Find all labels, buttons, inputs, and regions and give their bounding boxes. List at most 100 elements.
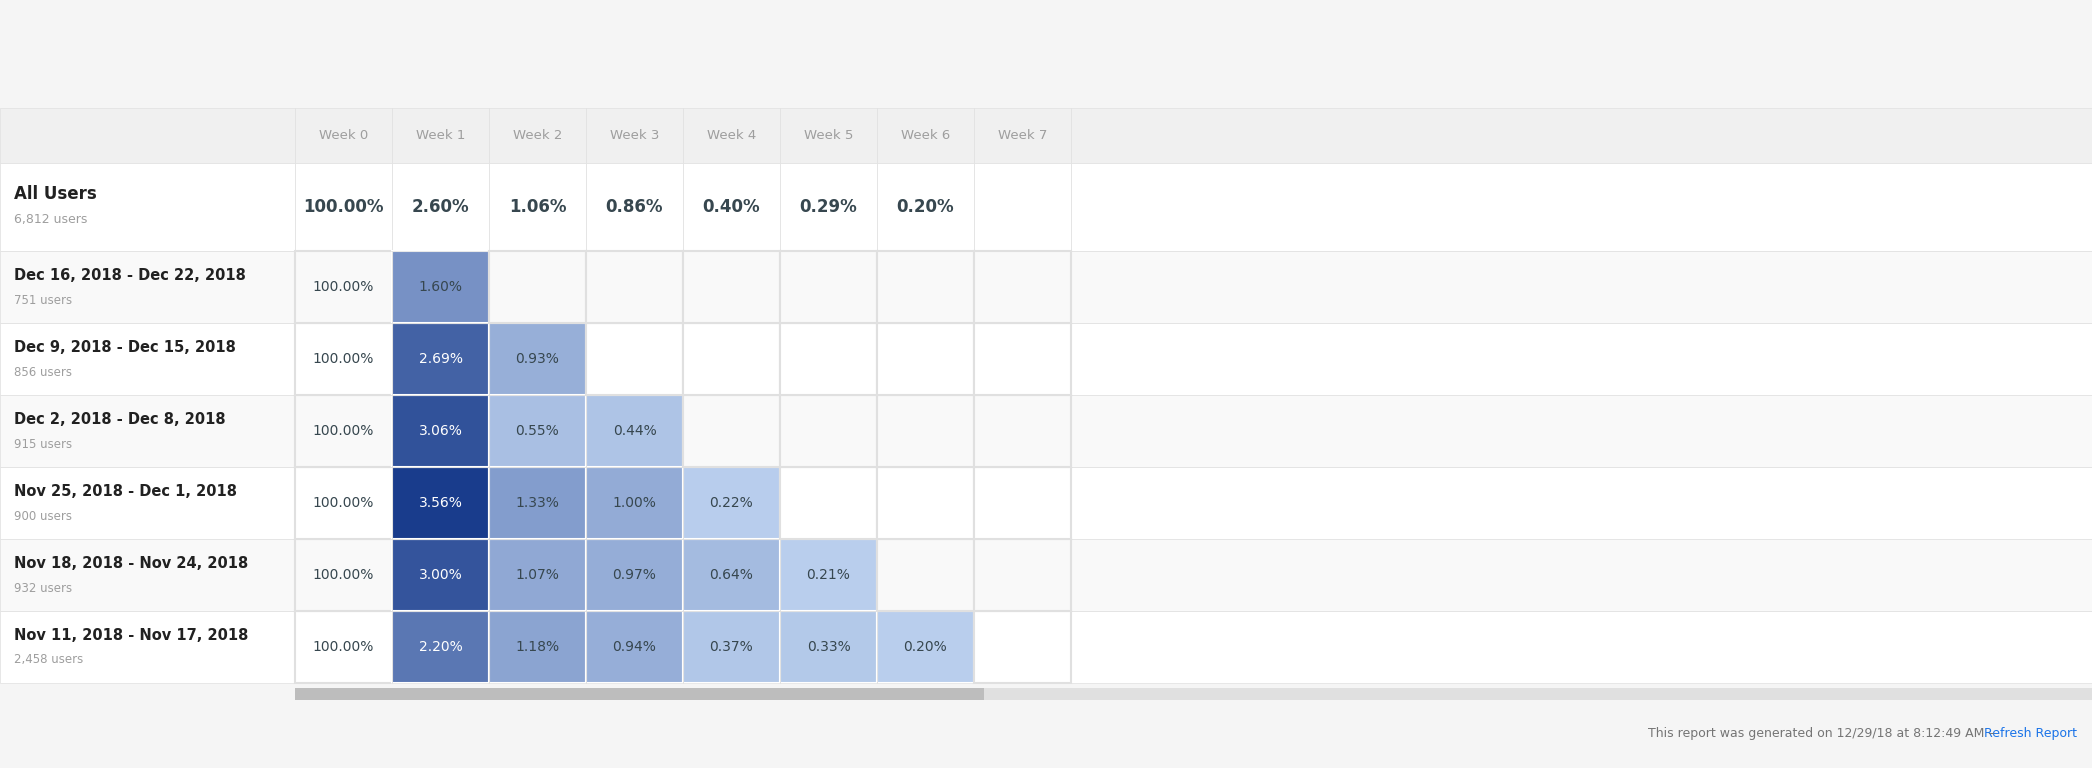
Bar	[780, 108, 877, 163]
Bar	[295, 323, 391, 395]
Bar	[295, 539, 391, 611]
Bar	[586, 467, 682, 539]
Bar	[0, 163, 295, 251]
Bar	[295, 688, 2092, 700]
Bar	[877, 611, 975, 683]
Bar	[877, 323, 975, 395]
Text: 0.94%: 0.94%	[613, 640, 657, 654]
Bar	[780, 163, 877, 251]
Bar	[780, 467, 877, 539]
Bar	[586, 539, 682, 611]
Text: 932 users: 932 users	[15, 581, 71, 594]
Text: 0.37%: 0.37%	[709, 640, 753, 654]
Bar	[682, 467, 780, 539]
Bar	[877, 323, 975, 395]
Bar	[295, 611, 391, 683]
Bar	[780, 395, 877, 467]
Text: Dec 16, 2018 - Dec 22, 2018: Dec 16, 2018 - Dec 22, 2018	[15, 267, 247, 283]
Bar	[780, 251, 877, 323]
Text: 100.00%: 100.00%	[314, 280, 374, 294]
Bar	[295, 108, 391, 163]
Text: 0.40%: 0.40%	[703, 198, 759, 216]
Text: Week 4: Week 4	[707, 129, 755, 142]
Text: 0.93%: 0.93%	[515, 352, 559, 366]
Text: This report was generated on 12/29/18 at 8:12:49 AM –: This report was generated on 12/29/18 at…	[1648, 727, 2000, 740]
Bar	[975, 395, 1071, 467]
Bar	[877, 467, 975, 539]
Bar	[391, 467, 490, 539]
Text: 0.33%: 0.33%	[808, 640, 849, 654]
Bar	[295, 395, 391, 467]
Bar	[391, 251, 490, 323]
Bar	[490, 323, 586, 395]
Bar	[877, 539, 975, 611]
Bar	[975, 251, 1071, 323]
Bar	[975, 611, 1071, 683]
Bar	[975, 611, 1071, 683]
Bar	[877, 539, 975, 611]
Bar	[1071, 108, 2092, 163]
Bar	[1071, 251, 2092, 323]
Bar	[1071, 395, 2092, 467]
Bar	[490, 108, 586, 163]
Bar	[1071, 611, 2092, 683]
Bar	[391, 163, 490, 251]
Bar	[295, 163, 391, 251]
Text: 0.29%: 0.29%	[799, 198, 858, 216]
Bar	[682, 323, 780, 395]
Text: 0.86%: 0.86%	[607, 198, 663, 216]
Text: All Users: All Users	[15, 185, 96, 203]
Bar	[490, 611, 586, 683]
Text: Nov 25, 2018 - Dec 1, 2018: Nov 25, 2018 - Dec 1, 2018	[15, 484, 236, 498]
Text: Refresh Report: Refresh Report	[1983, 727, 2077, 740]
Bar	[391, 395, 490, 467]
Bar	[490, 251, 586, 323]
Bar	[0, 539, 295, 611]
Bar	[391, 251, 490, 323]
Bar	[975, 323, 1071, 395]
Bar	[975, 395, 1071, 467]
Text: 751 users: 751 users	[15, 293, 71, 306]
Bar	[877, 251, 975, 323]
Bar	[295, 251, 391, 323]
Bar	[295, 539, 391, 611]
Text: Week 2: Week 2	[513, 129, 563, 142]
Bar	[586, 611, 682, 683]
Bar	[295, 251, 391, 323]
Bar	[682, 395, 780, 467]
Bar	[780, 539, 877, 611]
Bar	[391, 108, 490, 163]
Bar	[780, 467, 877, 539]
Text: 2,458 users: 2,458 users	[15, 654, 84, 667]
Bar	[1071, 467, 2092, 539]
Text: Nov 11, 2018 - Nov 17, 2018: Nov 11, 2018 - Nov 17, 2018	[15, 627, 249, 643]
Text: 0.20%: 0.20%	[897, 198, 954, 216]
Text: 900 users: 900 users	[15, 509, 71, 522]
Bar	[490, 163, 586, 251]
Bar	[975, 323, 1071, 395]
Bar	[682, 611, 780, 683]
Text: Week 0: Week 0	[318, 129, 368, 142]
Bar	[877, 467, 975, 539]
Text: 1.18%: 1.18%	[515, 640, 559, 654]
Text: 100.00%: 100.00%	[314, 352, 374, 366]
Bar	[586, 108, 682, 163]
Text: 856 users: 856 users	[15, 366, 71, 379]
Bar	[682, 323, 780, 395]
Text: 0.44%: 0.44%	[613, 424, 657, 438]
Bar	[490, 323, 586, 395]
Bar	[586, 467, 682, 539]
Bar	[682, 395, 780, 467]
Bar	[391, 467, 490, 539]
Text: 100.00%: 100.00%	[314, 424, 374, 438]
Text: 0.55%: 0.55%	[515, 424, 559, 438]
Bar	[1071, 163, 2092, 251]
Bar	[877, 251, 975, 323]
Bar	[877, 395, 975, 467]
Bar	[586, 163, 682, 251]
Bar	[586, 323, 682, 395]
Bar	[877, 163, 975, 251]
Text: 2.60%: 2.60%	[412, 198, 469, 216]
Text: 100.00%: 100.00%	[303, 198, 383, 216]
Text: 100.00%: 100.00%	[314, 640, 374, 654]
